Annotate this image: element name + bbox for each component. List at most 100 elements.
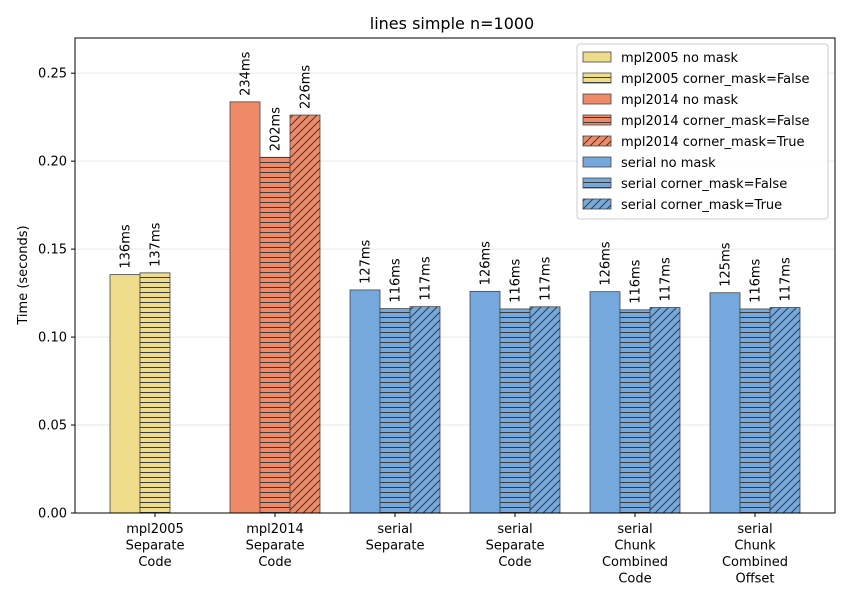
bar-value-label: 117ms [659,257,674,301]
x-tick-label: mpl2014 Separate Code [246,522,305,570]
x-tick-label-line: serial [497,522,532,537]
x-tick-label-line: Code [138,555,171,570]
legend-label: serial corner_mask=True [621,198,782,213]
plot-area-frame [74,37,836,514]
x-tick-label-line: Code [498,555,531,570]
x-tick-label-line: Separate [126,539,185,554]
bar-fill [230,101,260,513]
bar-value-label: 127ms [359,239,374,283]
bar-hatch [410,306,440,513]
x-tick-label-line: Offset [735,572,774,587]
x-tick-label-line: mpl2014 [246,522,304,537]
bar-value-labels: 136ms 137ms 234ms 202ms 226ms 127ms 116ms 117ms… [119,51,794,303]
x-tick-label-line: Code [258,555,291,570]
legend-item: serial no mask [582,156,716,171]
bar-value-label: 202ms [269,107,284,151]
bar-hatch [290,115,320,514]
x-tick-label-line: Separate [246,539,305,554]
bar-value-label: 137ms [149,222,164,266]
bar-value-label: 234ms [239,51,254,95]
bar-hatch [530,306,560,513]
bar-value-label: 226ms [299,65,314,109]
y-tick-label: 0.15 [38,243,67,258]
bar [139,272,171,514]
chart-title: lines simple n=1000 [370,14,534,33]
bar-fill [710,292,740,513]
x-tick-label-line: mpl2005 [126,522,184,537]
y-axis: 0.00 0.05 0.10 0.15 0.20 0.25 [38,67,75,522]
bar-value-label: 116ms [509,258,524,302]
legend-label: mpl2014 no mask [621,93,738,108]
legend-item: mpl2014 corner_mask=False [582,114,810,129]
bar-hatch [260,157,290,513]
legend-swatch-outline [582,72,612,84]
legend-swatch [583,157,611,167]
legend-swatch [583,52,611,62]
legend-swatch-outline [582,177,612,189]
legend-swatch-outline [582,198,612,210]
x-tick-label: serial Chunk Combined Offset [722,522,788,587]
legend-item: mpl2014 corner_mask=True [582,135,804,150]
bar-fill [350,289,380,513]
x-tick-label: mpl2005 Separate Code [126,522,185,570]
bar [229,101,261,514]
legend-label: mpl2014 corner_mask=False [621,114,810,129]
x-tick-label-line: serial [617,522,652,537]
bar [109,274,141,514]
bar [589,291,621,514]
bar-fill [470,291,500,513]
y-tick-label: 0.00 [38,507,67,522]
legend-swatch-outline [582,156,612,168]
legend-swatch-hatch [583,199,611,209]
bar-value-label: 116ms [749,258,764,302]
y-tick-label: 0.10 [38,331,67,346]
bar [619,309,651,514]
legend-item: serial corner_mask=True [582,198,782,213]
legend-label: serial corner_mask=False [621,177,787,192]
bar-hatch [620,309,650,513]
x-tick-label-line: Separate [486,539,545,554]
y-tick-label: 0.20 [38,155,67,170]
legend-item: serial corner_mask=False [582,177,787,192]
legend-label: mpl2005 no mask [621,51,738,66]
legend-swatch-outline [582,93,612,105]
bar-fill [110,274,140,513]
bar [529,306,561,514]
bars [109,101,801,514]
bar-hatch [650,307,680,513]
x-tick-label-line: Chunk [614,539,656,554]
bar-hatch [770,307,800,513]
x-tick-label-line: Code [618,572,651,587]
bar [469,290,501,514]
legend-swatch [583,94,611,104]
bar-hatch [380,308,410,513]
bar-value-label: 136ms [119,224,134,268]
bar [709,292,741,514]
bar-value-label: 117ms [779,257,794,301]
bar [289,114,321,514]
legend-swatch-hatch [583,136,611,146]
bar-value-label: 117ms [419,256,434,300]
legend-label: mpl2014 corner_mask=True [621,135,804,150]
legend-swatch-hatch [583,178,611,188]
bar-hatch [140,272,170,513]
x-tick-label-line: Separate [366,539,425,554]
legend-label: serial no mask [621,156,716,171]
x-tick-label-line: Combined [722,555,788,570]
y-tick-label: 0.25 [38,67,67,82]
bar-value-label: 125ms [719,242,734,286]
legend-item: mpl2005 corner_mask=False [582,72,810,87]
x-tick-label-line: Chunk [734,539,776,554]
bar [499,308,531,514]
x-tick-label-line: serial [377,522,412,537]
x-tick-label: serial Separate [366,522,425,554]
legend-label: mpl2005 corner_mask=False [621,72,810,87]
bar-fill [590,291,620,513]
legend-swatch-hatch [583,115,611,125]
bar-value-label: 126ms [479,241,494,285]
bar-value-label: 117ms [539,256,554,300]
legend-swatch-outline [582,51,612,63]
legend-item: mpl2014 no mask [582,93,738,108]
bar [349,289,381,514]
